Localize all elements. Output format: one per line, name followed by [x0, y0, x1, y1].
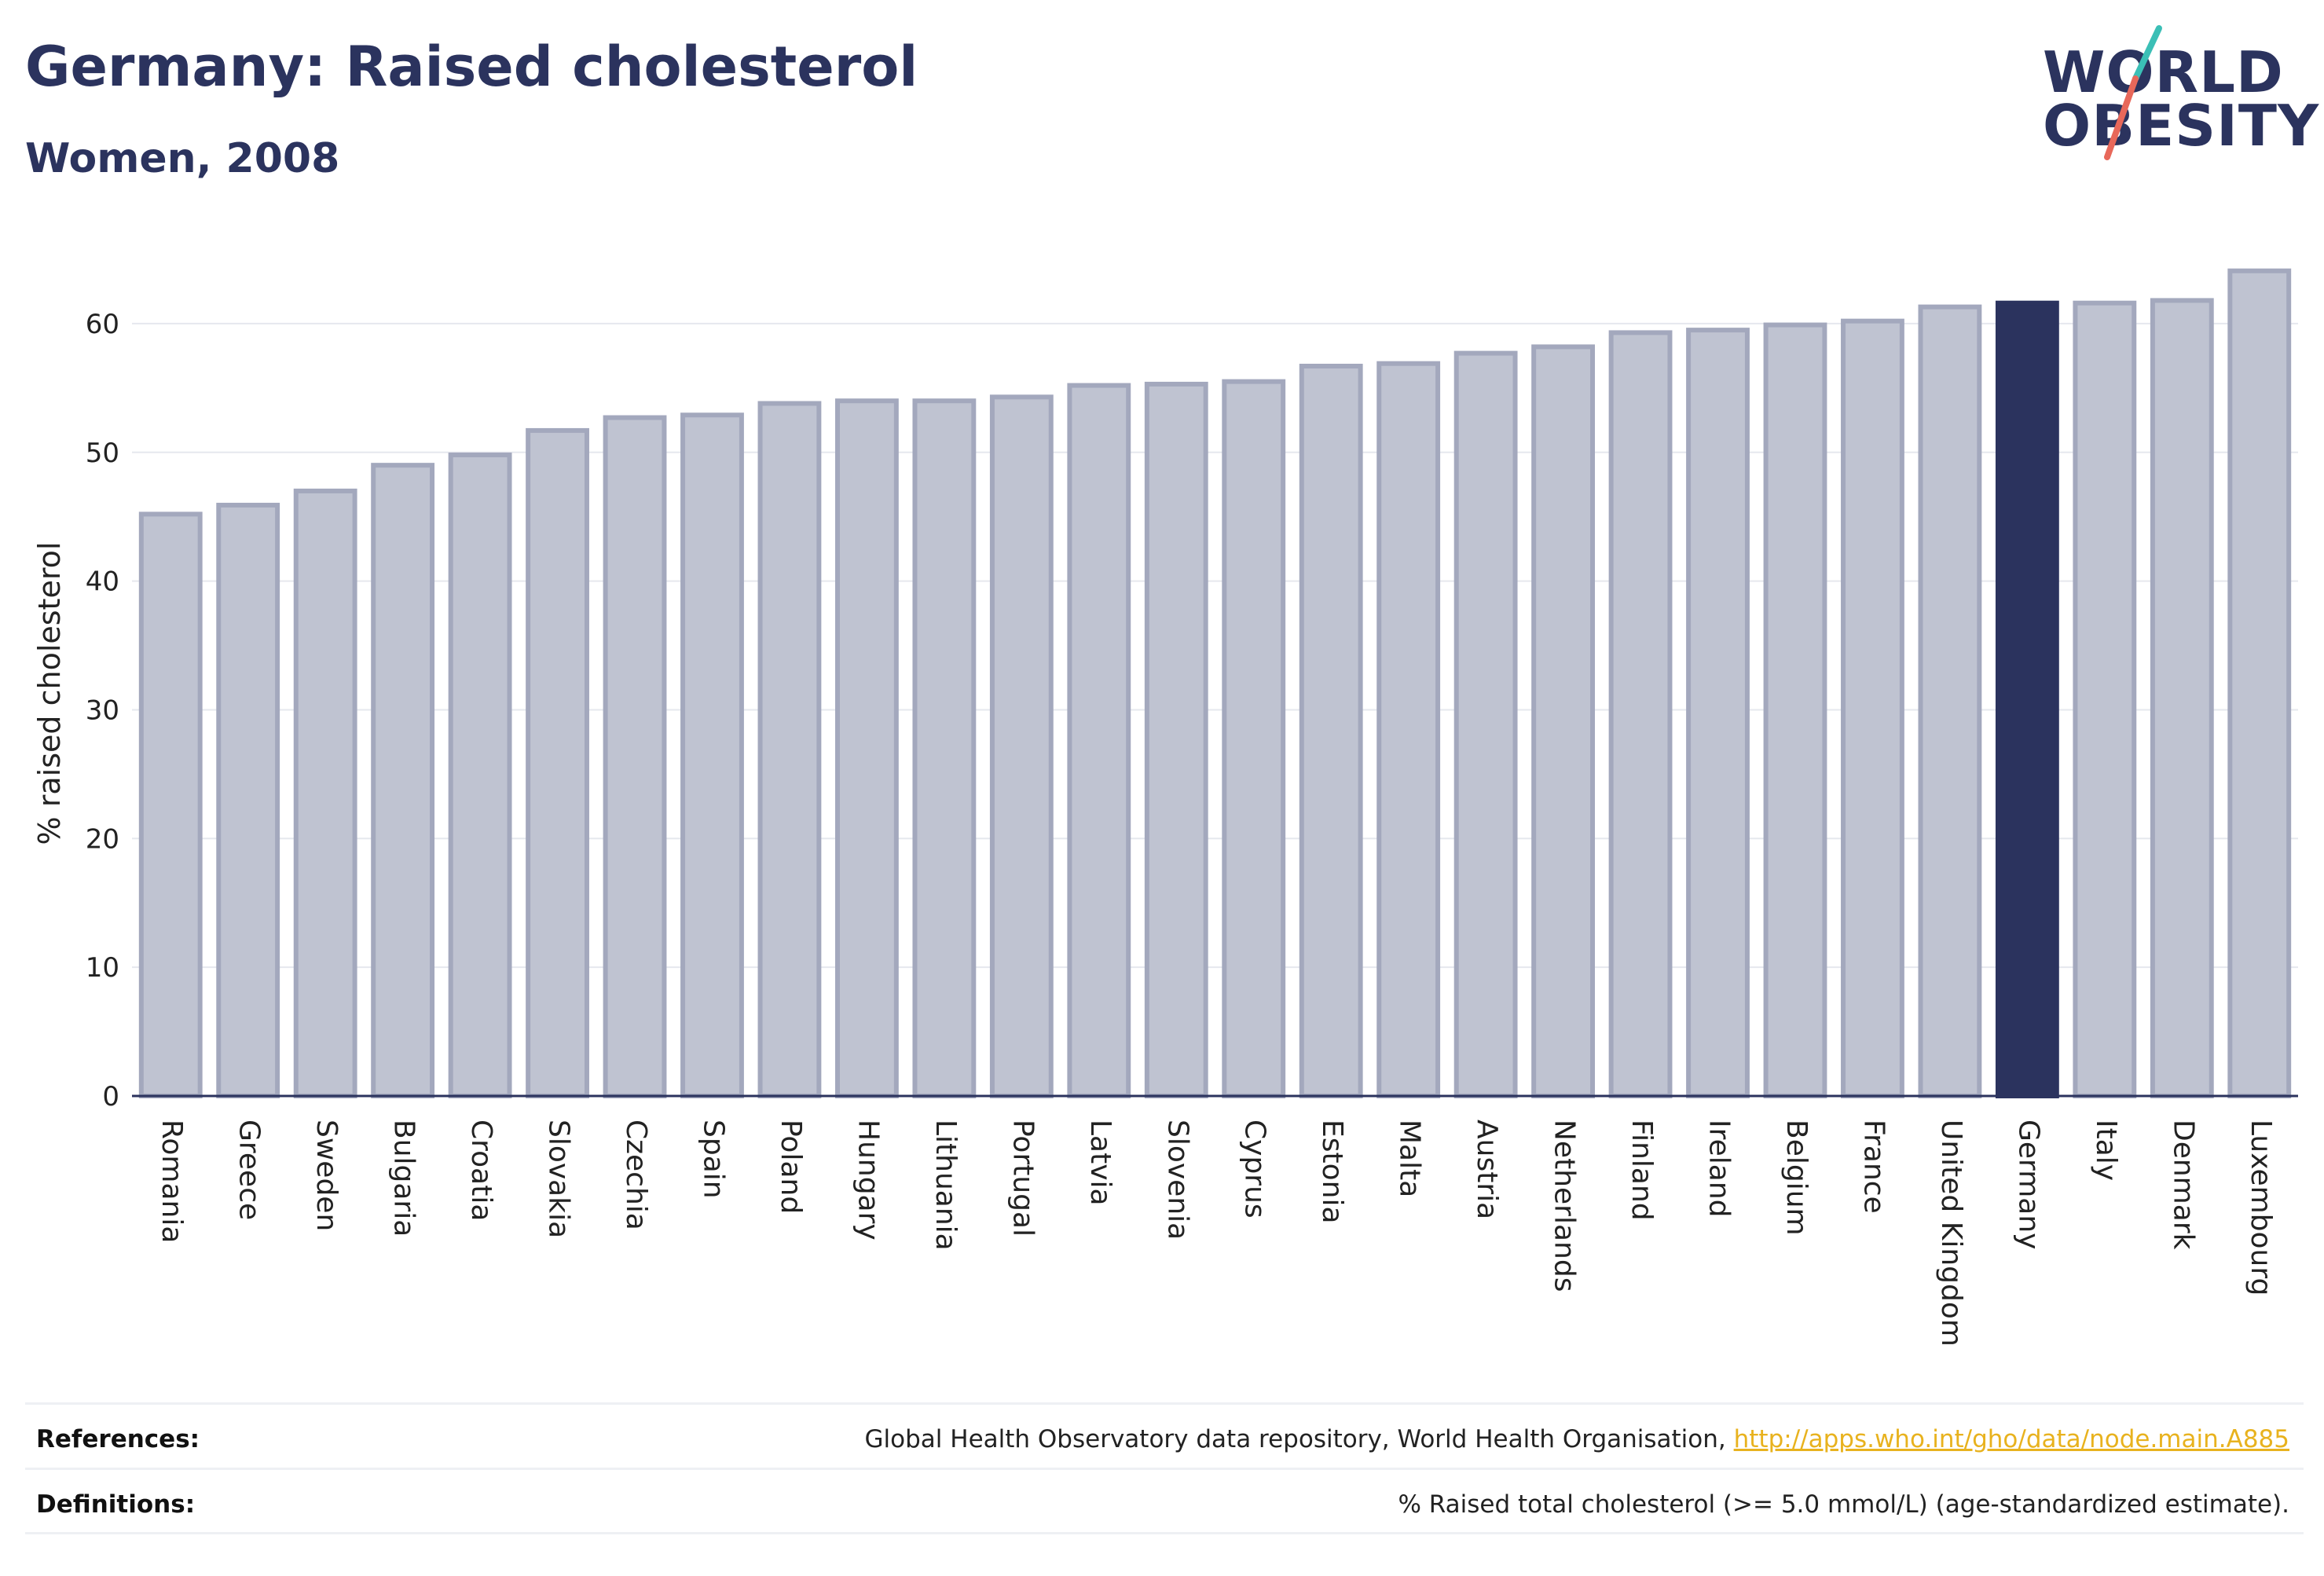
x-tick-label: Bulgaria	[388, 1120, 420, 1237]
references-value: Global Health Observatory data repositor…	[865, 1425, 2289, 1453]
y-tick-label: 30	[86, 695, 119, 726]
references-text: Global Health Observatory data repositor…	[864, 1425, 1734, 1453]
x-tick-label: Poland	[775, 1120, 807, 1214]
bar	[216, 502, 280, 1098]
x-tick-label: Cyprus	[1239, 1120, 1271, 1219]
y-tick-label: 50	[86, 438, 119, 469]
bar	[1918, 304, 1982, 1099]
x-tick-label: Greece	[233, 1120, 266, 1220]
bar	[834, 398, 899, 1098]
x-tick-label: Latvia	[1084, 1120, 1116, 1206]
bar	[1144, 381, 1208, 1098]
bar	[757, 401, 822, 1098]
bar	[371, 463, 435, 1098]
x-tick-label: Sweden	[310, 1120, 343, 1231]
definitions-row: Definitions: % Raised total cholesterol …	[25, 1468, 2304, 1534]
x-tick-label: Finland	[1626, 1120, 1658, 1221]
bar	[448, 453, 512, 1098]
x-tick-label: Romania	[156, 1120, 188, 1243]
bar	[603, 415, 667, 1098]
world-obesity-logo: WORLD OBESITY	[2043, 24, 2319, 165]
x-tick-label: Ireland	[1703, 1120, 1736, 1218]
x-tick-label: Belgium	[1780, 1120, 1813, 1236]
x-tick-label: Portugal	[1006, 1120, 1039, 1237]
x-tick-label: Italy	[2090, 1120, 2122, 1181]
bar	[989, 394, 1054, 1099]
y-tick-label: 40	[86, 566, 119, 598]
x-tick-label: Slovakia	[543, 1120, 575, 1238]
x-tick-label: Croatia	[465, 1120, 497, 1221]
y-tick-label: 10	[86, 952, 119, 984]
bar	[293, 488, 357, 1098]
bar	[1376, 361, 1441, 1098]
bar	[1222, 379, 1286, 1098]
logo-line-1: WORLD	[2043, 39, 2284, 105]
bar	[1531, 344, 1596, 1098]
y-tick-label: 0	[102, 1081, 119, 1112]
page-subtitle: Women, 2008	[25, 135, 340, 182]
bar	[138, 511, 203, 1098]
definitions-value: % Raised total cholesterol (>= 5.0 mmol/…	[1398, 1490, 2289, 1519]
bar	[2073, 300, 2137, 1098]
bar	[1299, 363, 1363, 1098]
x-tick-label: Malta	[1394, 1120, 1426, 1197]
x-tick-label: Spain	[697, 1120, 729, 1199]
y-axis-label: % raised cholesterol	[32, 542, 67, 845]
x-tick-label: Czechia	[620, 1120, 652, 1230]
x-tick-label: France	[1857, 1120, 1890, 1214]
bar	[912, 398, 977, 1098]
references-label: References:	[36, 1425, 200, 1453]
bar	[1608, 330, 1673, 1098]
definitions-label: Definitions:	[36, 1490, 196, 1519]
references-link[interactable]: http://apps.who.int/gho/data/node.main.A…	[1733, 1425, 2289, 1453]
logo-line-2: OBESITY	[2043, 93, 2320, 159]
x-tick-label: Slovenia	[1161, 1120, 1193, 1240]
y-tick-label: 20	[86, 823, 119, 855]
x-tick-label: Germany	[2012, 1120, 2044, 1249]
bar	[2150, 298, 2214, 1098]
y-tick-label: 60	[86, 309, 119, 340]
footer-divider	[25, 1532, 2304, 1534]
bar	[1686, 328, 1750, 1099]
bar	[680, 412, 744, 1098]
logo-slash-icon	[2104, 25, 2162, 160]
x-tick-label: Estonia	[1316, 1120, 1348, 1224]
x-tick-label: United Kingdom	[1935, 1120, 1967, 1347]
page-title: Germany: Raised cholesterol	[25, 35, 918, 99]
bar	[1995, 300, 2059, 1098]
bar	[526, 427, 589, 1098]
x-tick-label: Lithuania	[929, 1120, 962, 1251]
bar	[1763, 322, 1827, 1098]
bar	[2227, 268, 2292, 1099]
x-tick-label: Luxembourg	[2245, 1120, 2277, 1296]
x-tick-label: Hungary	[852, 1120, 884, 1241]
bar	[1841, 318, 1904, 1098]
bar	[1067, 383, 1131, 1099]
bar-chart: 0 10 20 30 40 50 60 % raised cholesterol Romania…	[32, 268, 2298, 1347]
x-tick-label: Denmark	[2167, 1120, 2199, 1250]
references-row: References: Global Health Observatory da…	[25, 1402, 2304, 1469]
x-tick-label: Austria	[1471, 1120, 1503, 1219]
x-tick-label: Netherlands	[1549, 1120, 1581, 1292]
bar	[1453, 350, 1518, 1099]
